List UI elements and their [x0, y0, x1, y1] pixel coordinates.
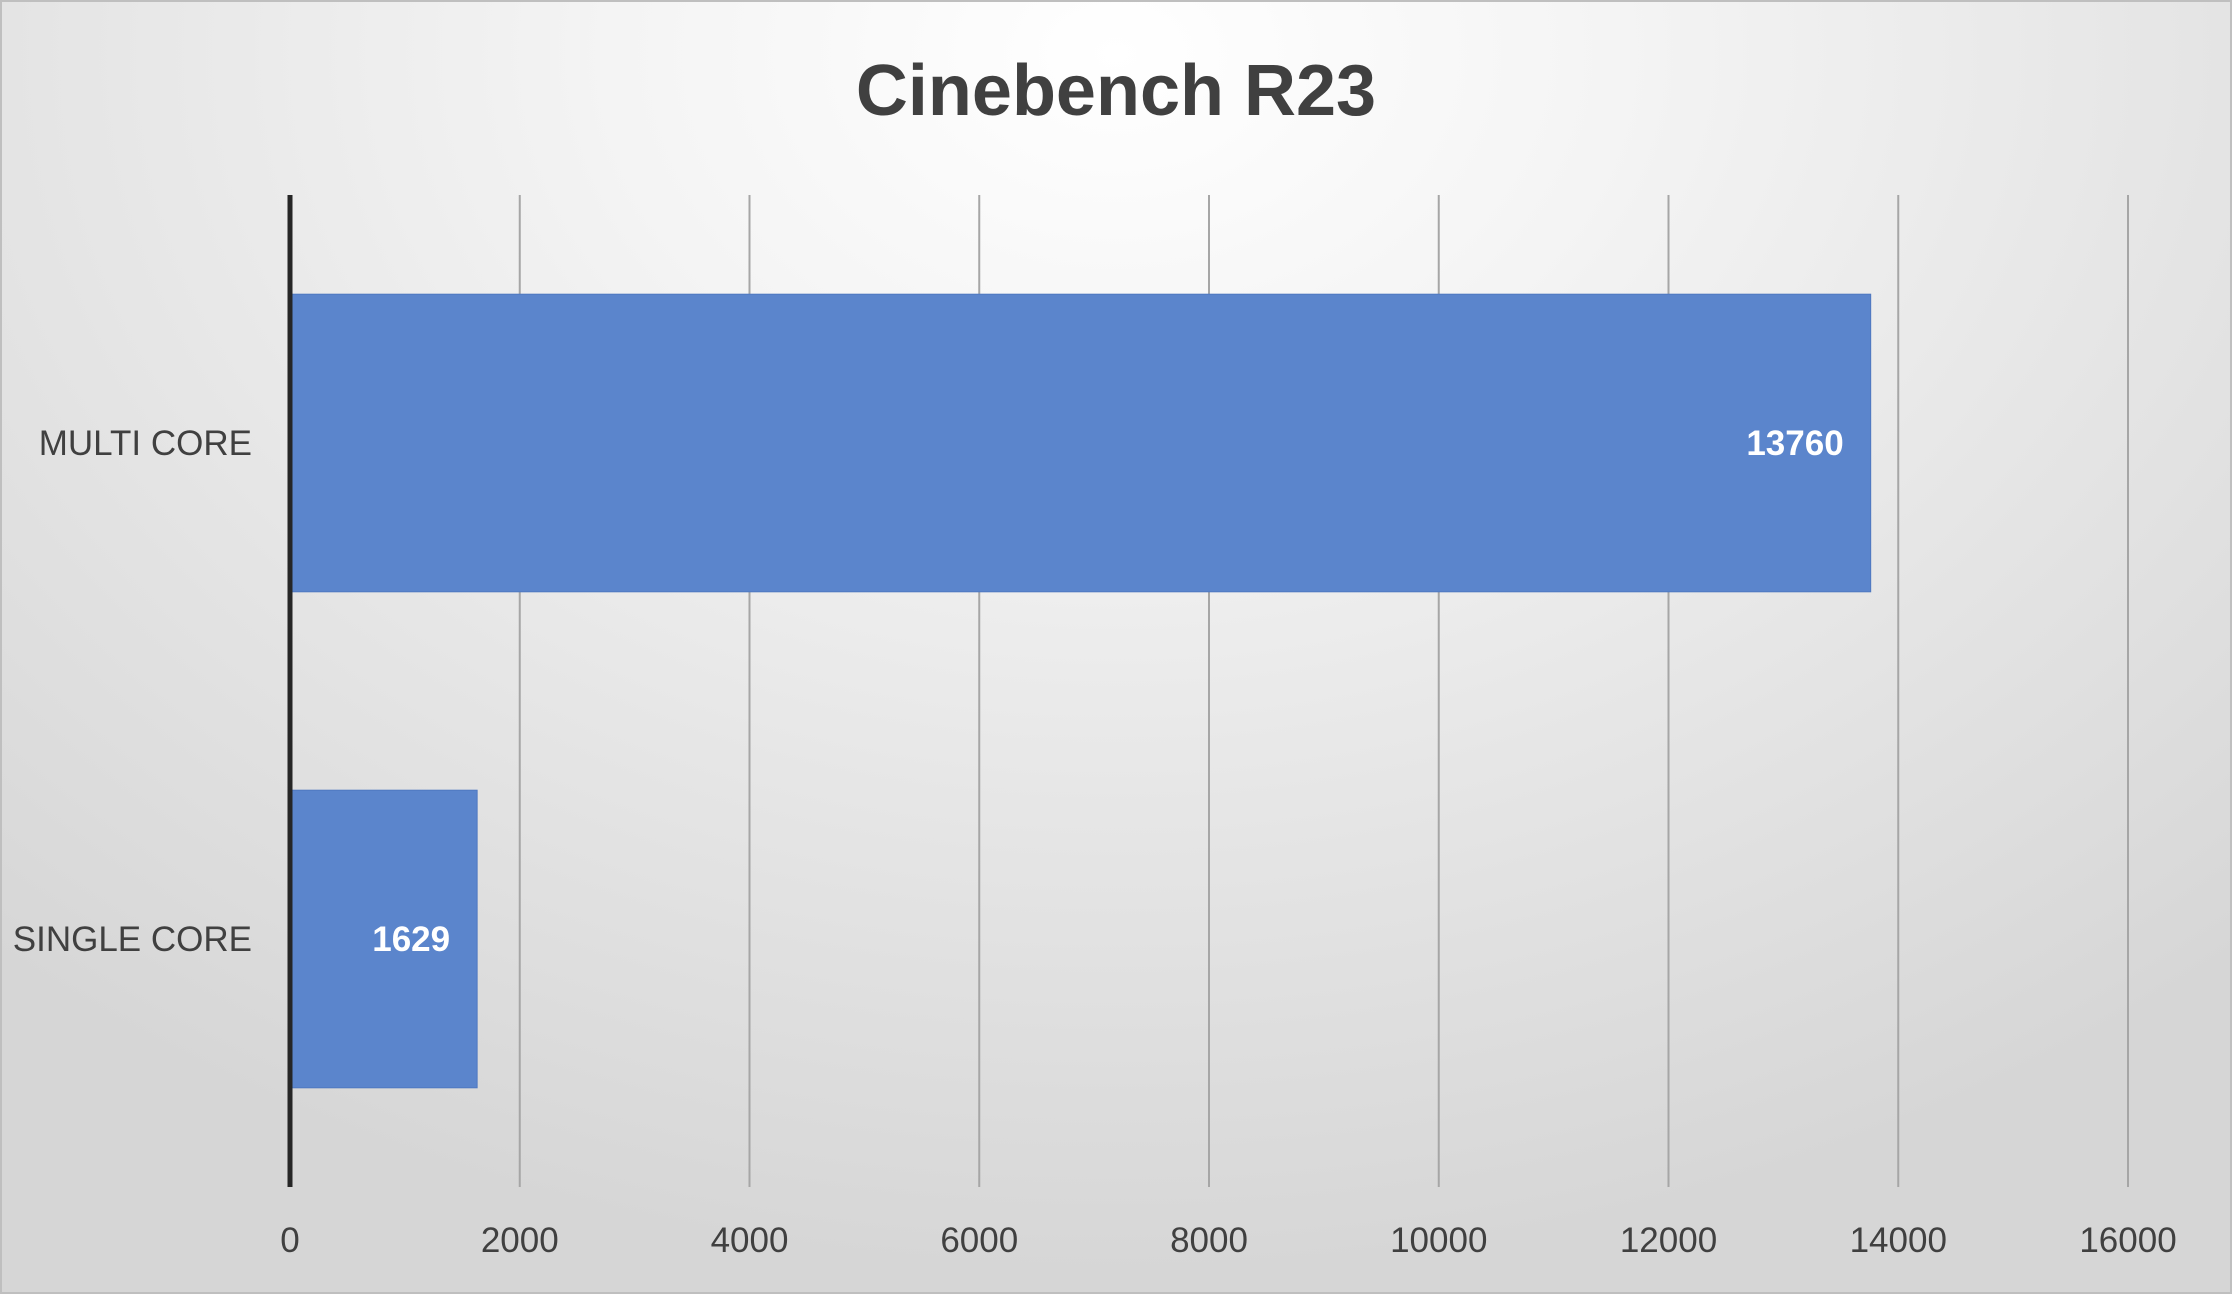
- chart-title: Cinebench R23: [856, 51, 1376, 131]
- category-labels: MULTI CORE SINGLE CORE: [13, 424, 252, 959]
- category-label-multi-core: MULTI CORE: [39, 424, 252, 463]
- x-tick-label-0: 0: [280, 1221, 299, 1260]
- x-tick-label-2000: 2000: [481, 1221, 559, 1260]
- x-tick-label-4000: 4000: [711, 1221, 789, 1260]
- x-tick-label-14000: 14000: [1850, 1221, 1947, 1260]
- category-label-single-core: SINGLE CORE: [13, 920, 252, 959]
- x-tick-label-6000: 6000: [940, 1221, 1018, 1260]
- x-tick-label-10000: 10000: [1390, 1221, 1487, 1260]
- bar-multi-core: [289, 293, 1872, 593]
- data-label-multi-core: 13760: [1746, 424, 1843, 463]
- x-tick-label-12000: 12000: [1620, 1221, 1717, 1260]
- data-label-single-core: 1629: [372, 920, 450, 959]
- x-tick-label-8000: 8000: [1170, 1221, 1248, 1260]
- x-tick-label-16000: 16000: [2079, 1221, 2176, 1260]
- tick-labels: 0 2000 4000 6000 8000 10000 12000 14000 16000: [280, 1221, 2176, 1260]
- data-labels: 13760 1629: [372, 424, 1843, 959]
- bars: [289, 293, 1872, 1089]
